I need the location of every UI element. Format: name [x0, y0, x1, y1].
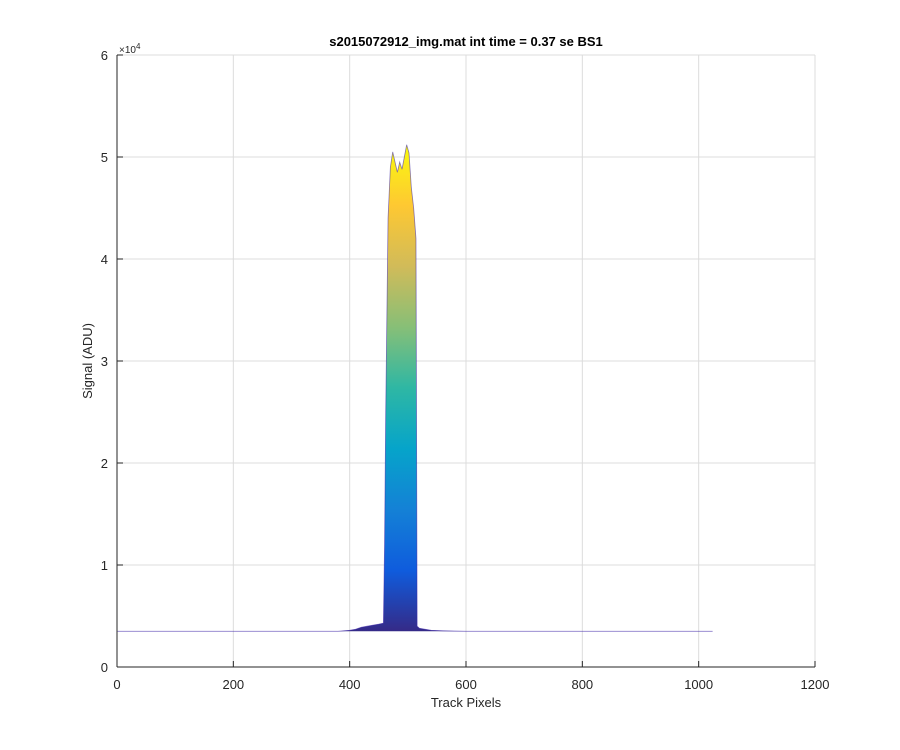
- y-tick-label: 2: [101, 456, 108, 471]
- chart-title: s2015072912_img.mat int time = 0.37 se B…: [329, 34, 603, 49]
- y-tick-label: 6: [101, 48, 108, 63]
- y-tick-label: 1: [101, 558, 108, 573]
- signal-area: [117, 144, 713, 632]
- signal-line: [117, 144, 713, 632]
- x-tick-label: 1200: [801, 677, 830, 692]
- y-tick-label: 5: [101, 150, 108, 165]
- y-multiplier-base: ×10: [119, 45, 136, 56]
- x-tick-label: 600: [455, 677, 477, 692]
- y-tick-label: 0: [101, 660, 108, 675]
- y-tick-label: 3: [101, 354, 108, 369]
- x-tick-label: 800: [571, 677, 593, 692]
- y-axis-multiplier: ×104: [119, 42, 141, 56]
- y-axis-label: Signal (ADU): [80, 323, 95, 399]
- x-tick-label: 0: [113, 677, 120, 692]
- x-axis-label: Track Pixels: [431, 695, 502, 710]
- x-tick-label: 200: [222, 677, 244, 692]
- x-tick-label: 400: [339, 677, 361, 692]
- x-tick-label: 1000: [684, 677, 713, 692]
- y-multiplier-exponent: 4: [136, 42, 141, 51]
- y-tick-label: 4: [101, 252, 108, 267]
